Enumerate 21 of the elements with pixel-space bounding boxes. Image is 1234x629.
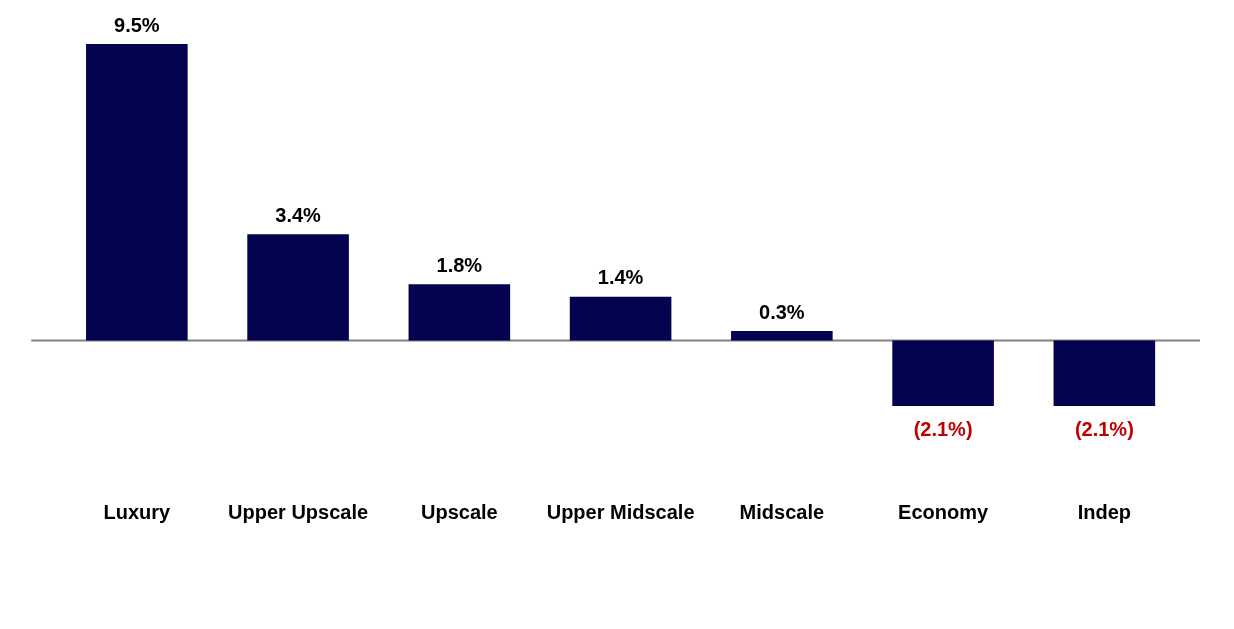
bar — [86, 44, 188, 341]
data-label: 1.8% — [436, 253, 483, 276]
data-label: 1.4% — [597, 266, 644, 289]
data-label: (2.1%) — [1074, 417, 1134, 440]
bar — [408, 284, 511, 341]
data-label: (2.1%) — [913, 417, 973, 440]
x-tick-label: Midscale — [739, 500, 825, 523]
x-tick-label: Luxury — [103, 500, 172, 523]
x-tick-label: Upper Midscale — [546, 500, 695, 523]
data-label: 9.5% — [114, 13, 160, 36]
data-label: 0.3% — [759, 300, 805, 323]
x-tick-label: Upscale — [420, 500, 498, 523]
bar — [247, 234, 349, 341]
x-tick-label: Economy — [898, 500, 989, 523]
data-label: 3.4% — [275, 203, 322, 226]
bar — [892, 340, 994, 406]
bar — [731, 331, 833, 341]
x-tick-label: Indep — [1077, 500, 1132, 523]
bar — [1053, 340, 1156, 406]
x-tick-label: Upper Upscale — [228, 500, 369, 523]
bar — [569, 296, 672, 341]
